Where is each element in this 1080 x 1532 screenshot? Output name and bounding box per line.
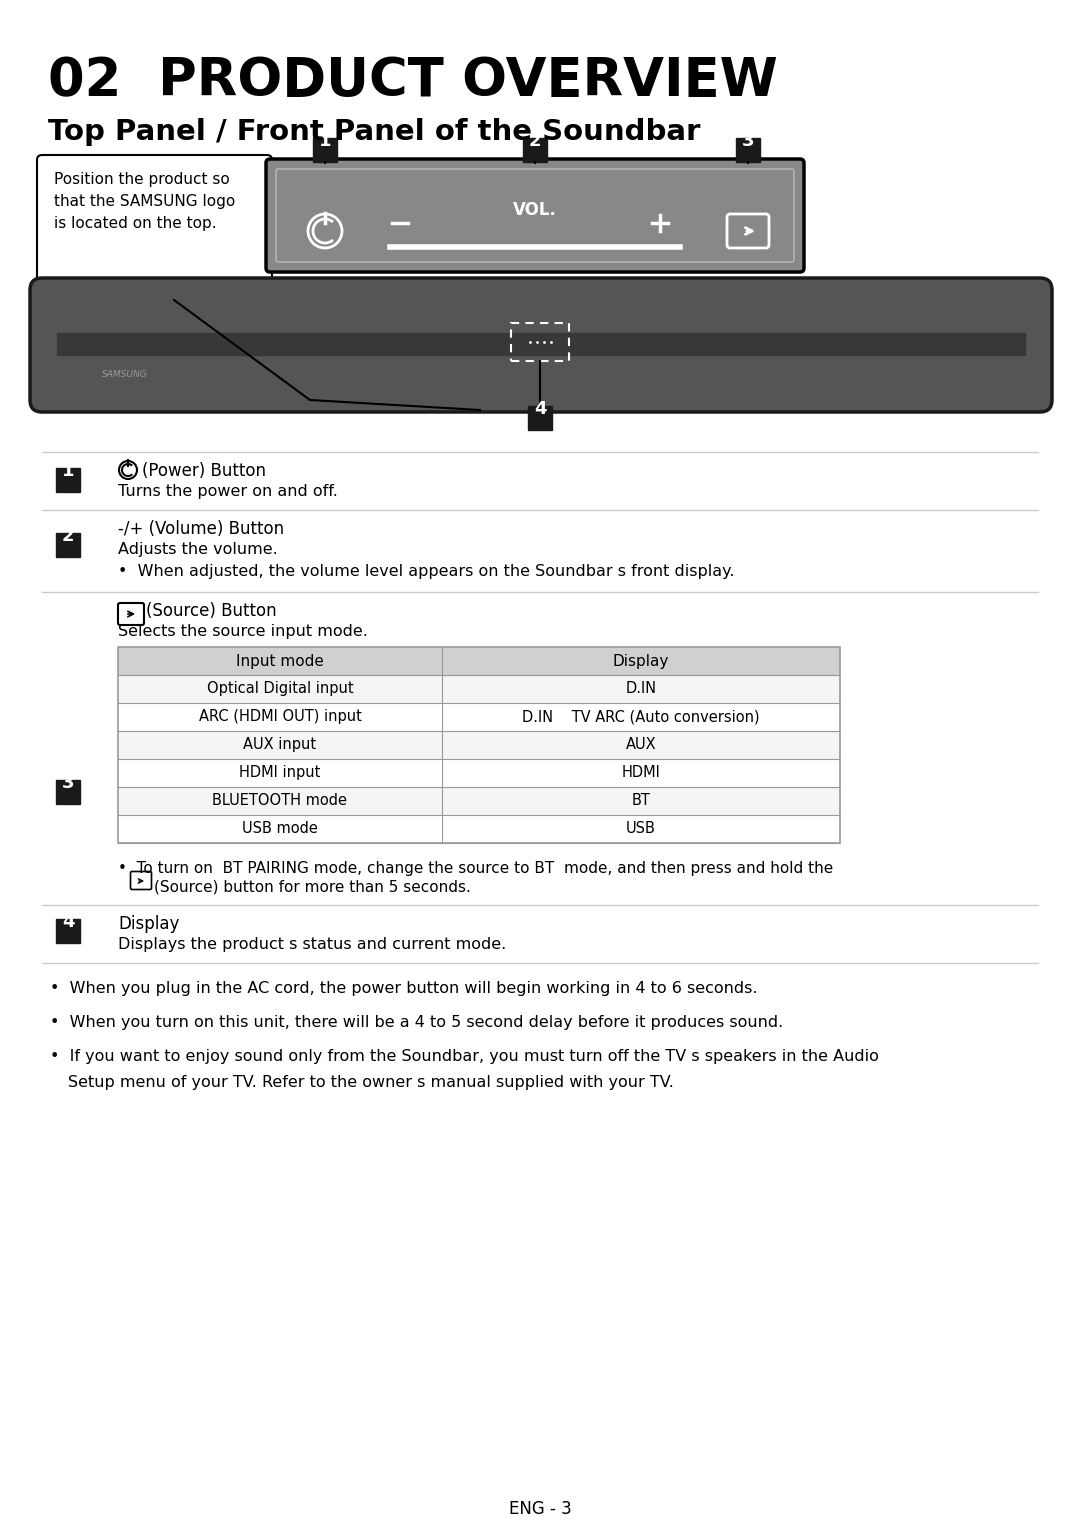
Bar [118,647,840,843]
Text: Displays the product s status and current mode.: Displays the product s status and curren… [118,938,507,951]
Text: Setup menu of your TV. Refer to the owner s manual supplied with your TV.: Setup menu of your TV. Refer to the owne… [68,1075,674,1089]
Text: •  When adjusted, the volume level appears on the Soundbar s front display.: • When adjusted, the volume level appear… [118,564,734,579]
Bar [313,138,337,162]
Bar [735,138,760,162]
Text: Display: Display [612,654,670,669]
Text: D.IN    TV ARC (Auto conversion): D.IN TV ARC (Auto conversion) [523,709,760,725]
Text: 2: 2 [529,132,541,150]
Text: Optical Digital input: Optical Digital input [206,682,353,696]
Bar [56,919,80,944]
Bar [523,138,546,162]
Text: 02  PRODUCT OVERVIEW: 02 PRODUCT OVERVIEW [48,55,778,107]
Bar [56,533,80,558]
Text: -/+ (Volume) Button: -/+ (Volume) Button [118,519,284,538]
Text: ARC (HDMI OUT) input: ARC (HDMI OUT) input [199,709,362,725]
Text: 1: 1 [62,463,75,480]
Text: ENG - 3: ENG - 3 [509,1500,571,1518]
Bar [56,780,80,804]
Bar [57,332,1025,355]
Text: (Source) button for more than 5 seconds.: (Source) button for more than 5 seconds. [154,879,471,895]
Text: HDMI input: HDMI input [240,764,321,780]
Circle shape [308,214,342,248]
Bar [56,467,80,492]
Text: AUX: AUX [625,737,657,752]
Text: 1: 1 [319,132,332,150]
Text: •  To turn on  BT PAIRING mode, change the source to BT  mode, and then press an: • To turn on BT PAIRING mode, change the… [118,861,834,876]
Text: BLUETOOTH mode: BLUETOOTH mode [213,794,348,807]
Text: VOL.: VOL. [513,201,557,219]
Text: Input mode: Input mode [237,654,324,669]
Text: USB mode: USB mode [242,821,318,836]
Text: D.IN: D.IN [625,682,657,696]
Text: Turns the power on and off.: Turns the power on and off. [118,484,338,499]
FancyBboxPatch shape [131,872,151,890]
Text: USB: USB [626,821,656,836]
Text: BT: BT [632,794,650,807]
Bar [118,647,840,676]
FancyBboxPatch shape [30,277,1052,412]
Text: SAMSUNG: SAMSUNG [102,371,148,378]
Text: •  When you turn on this unit, there will be a 4 to 5 second delay before it pro: • When you turn on this unit, there will… [50,1016,783,1030]
FancyBboxPatch shape [118,604,144,625]
Bar [118,731,840,758]
Text: Adjusts the volume.: Adjusts the volume. [118,542,278,558]
Circle shape [119,461,137,480]
Bar [118,758,840,787]
Text: Position the product so
that the SAMSUNG logo
is located on the top.: Position the product so that the SAMSUNG… [54,172,235,231]
Text: 4: 4 [534,400,546,418]
Text: •  When you plug in the AC cord, the power button will begin working in 4 to 6 s: • When you plug in the AC cord, the powe… [50,980,757,996]
FancyBboxPatch shape [727,214,769,248]
FancyBboxPatch shape [37,155,272,305]
Bar [118,676,840,703]
Text: 3: 3 [62,774,75,792]
Text: 4: 4 [62,913,75,931]
Bar [511,323,569,362]
Bar [118,787,840,815]
Text: Display: Display [118,915,179,933]
Text: (Source) Button: (Source) Button [146,602,276,620]
Text: Top Panel / Front Panel of the Soundbar: Top Panel / Front Panel of the Soundbar [48,118,700,146]
Bar [528,406,552,430]
Text: Selects the source input mode.: Selects the source input mode. [118,624,368,639]
Text: AUX input: AUX input [243,737,316,752]
Bar [118,815,840,843]
Text: 3: 3 [742,132,754,150]
Text: 2: 2 [62,527,75,545]
Text: (Power) Button: (Power) Button [141,463,266,480]
FancyBboxPatch shape [266,159,804,273]
Bar [118,703,840,731]
Text: HDMI: HDMI [622,764,661,780]
Text: •  If you want to enjoy sound only from the Soundbar, you must turn off the TV s: • If you want to enjoy sound only from t… [50,1049,879,1065]
